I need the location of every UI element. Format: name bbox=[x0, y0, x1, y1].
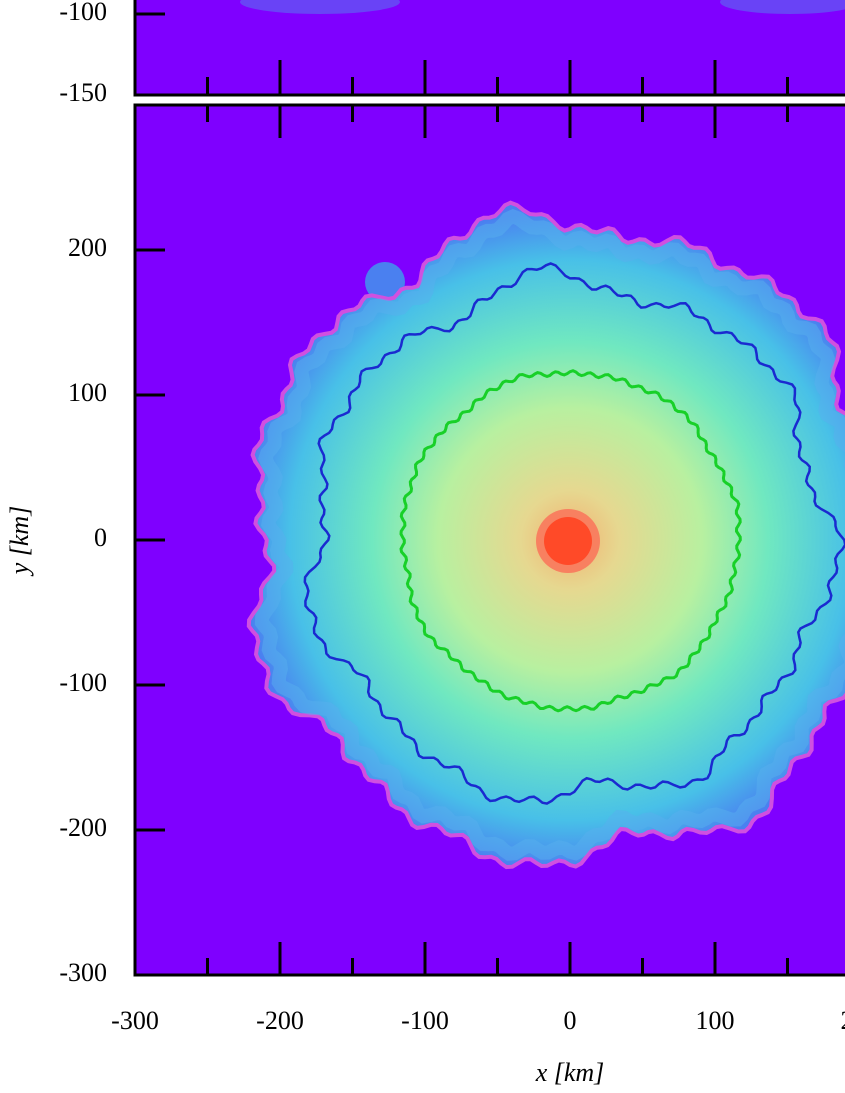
top-panel bbox=[133, 0, 845, 97]
y-tick-label: 0 bbox=[94, 523, 107, 552]
x-tick-label: -300 bbox=[111, 1006, 159, 1035]
core bbox=[544, 517, 592, 565]
y-tick-label: 200 bbox=[68, 233, 107, 262]
green-contour bbox=[399, 369, 742, 713]
x-tick-label: -200 bbox=[256, 1006, 304, 1035]
field-blob bbox=[365, 262, 405, 302]
panel-frame bbox=[133, 0, 845, 97]
field bbox=[246, 200, 845, 870]
y-tick-label: -100 bbox=[59, 0, 107, 26]
y-tick-label: -200 bbox=[59, 813, 107, 842]
x-axis-label: x [km] bbox=[535, 1058, 605, 1087]
panel-background bbox=[135, 0, 845, 95]
y-tick-label: -100 bbox=[59, 668, 107, 697]
outer-halo bbox=[254, 208, 845, 861]
bottom-panel bbox=[133, 103, 845, 977]
field-blob bbox=[240, 0, 400, 14]
x-tick-label: 100 bbox=[696, 1006, 735, 1035]
x-tick-label: -100 bbox=[401, 1006, 449, 1035]
x-tick-label: 200 bbox=[841, 1006, 845, 1035]
field-blob bbox=[720, 0, 845, 14]
x-tick-label: 0 bbox=[564, 1006, 577, 1035]
blue-contour bbox=[303, 262, 845, 805]
y-axis-label: y [km] bbox=[5, 506, 34, 578]
y-tick-label: -300 bbox=[59, 958, 107, 987]
y-tick-label: -150 bbox=[59, 78, 107, 107]
y-tick-label: 100 bbox=[68, 378, 107, 407]
